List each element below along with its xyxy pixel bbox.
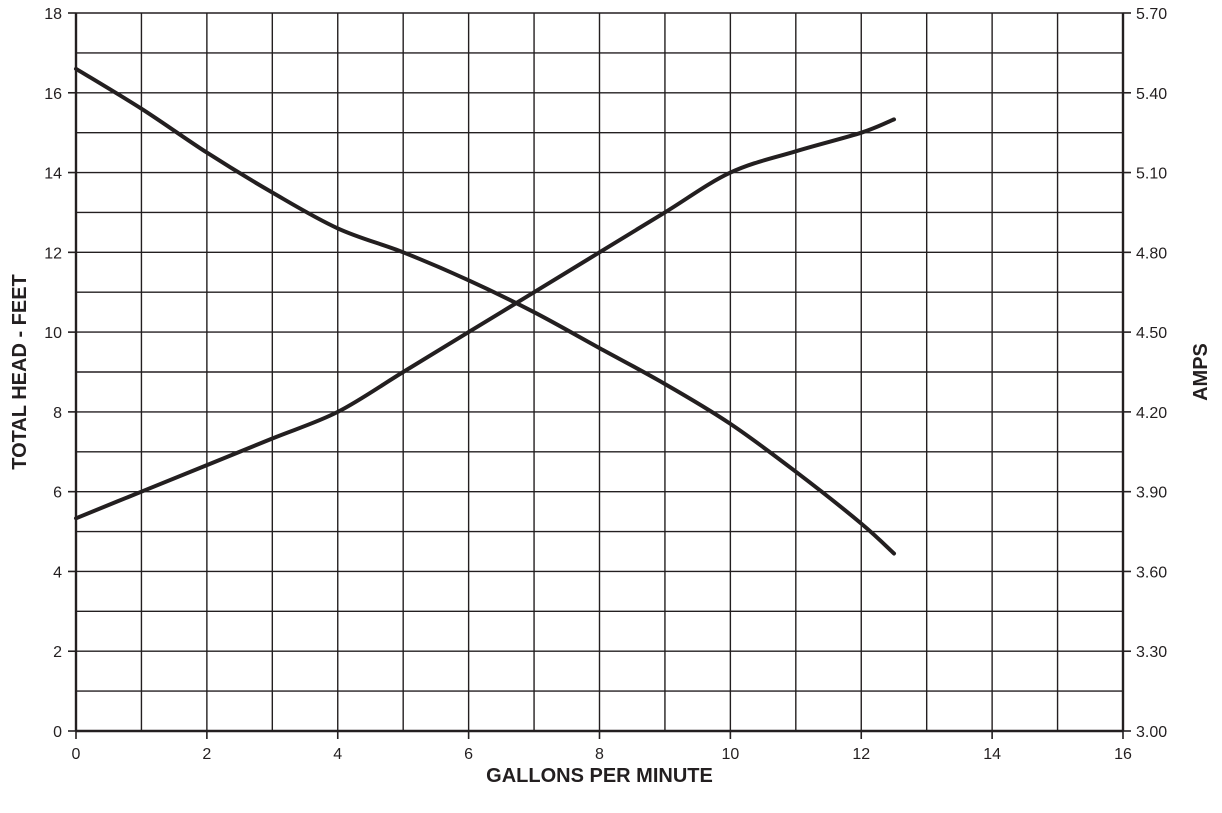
y2-axis-title: AMPS xyxy=(1190,343,1212,401)
y2-tick-label: 3.00 xyxy=(1136,724,1167,741)
y2-tick-label: 3.30 xyxy=(1136,644,1167,661)
y-tick-label: 16 xyxy=(44,86,62,103)
x-tick-label: 14 xyxy=(983,746,1001,763)
x-tick-label: 12 xyxy=(852,746,870,763)
y-tick-label: 18 xyxy=(44,6,62,23)
series xyxy=(74,66,896,556)
y-tick-label: 2 xyxy=(53,644,62,661)
y2-tick-label: 5.70 xyxy=(1136,6,1167,23)
y-tick-label: 8 xyxy=(53,405,62,422)
y2-tick-label: 4.20 xyxy=(1136,405,1167,422)
y2-tick-label: 4.80 xyxy=(1136,245,1167,262)
amps-curve xyxy=(74,117,896,521)
x-tick-label: 2 xyxy=(202,746,211,763)
head-curve xyxy=(74,66,896,556)
y-tick-label: 4 xyxy=(53,564,62,581)
grid xyxy=(76,13,1123,731)
y-tick-label: 12 xyxy=(44,245,62,262)
x-tick-label: 6 xyxy=(464,746,473,763)
y-tick-label: 10 xyxy=(44,325,62,342)
x-tick-label: 16 xyxy=(1114,746,1132,763)
y-axis-title: TOTAL HEAD - FEET xyxy=(9,274,31,470)
y-tick-label: 0 xyxy=(53,724,62,741)
y2-tick-label: 4.50 xyxy=(1136,325,1167,342)
x-tick-label: 0 xyxy=(72,746,81,763)
y-tick-label: 14 xyxy=(44,166,62,183)
y-tick-label: 6 xyxy=(53,485,62,502)
y2-tick-label: 5.10 xyxy=(1136,166,1167,183)
x-axis-title: GALLONS PER MINUTE xyxy=(486,765,713,787)
x-tick-label: 8 xyxy=(595,746,604,763)
y2-tick-label: 3.60 xyxy=(1136,564,1167,581)
y2-tick-label: 3.90 xyxy=(1136,485,1167,502)
axes xyxy=(68,12,1131,739)
tick-labels: 0 2 4 6 8 10 12 14 16 0 2 4 6 8 10 12 14 16 18 3.00 3.30 3.60… xyxy=(44,6,1167,763)
y2-tick-label: 5.40 xyxy=(1136,86,1167,103)
x-tick-label: 10 xyxy=(721,746,739,763)
x-tick-label: 4 xyxy=(333,746,342,763)
